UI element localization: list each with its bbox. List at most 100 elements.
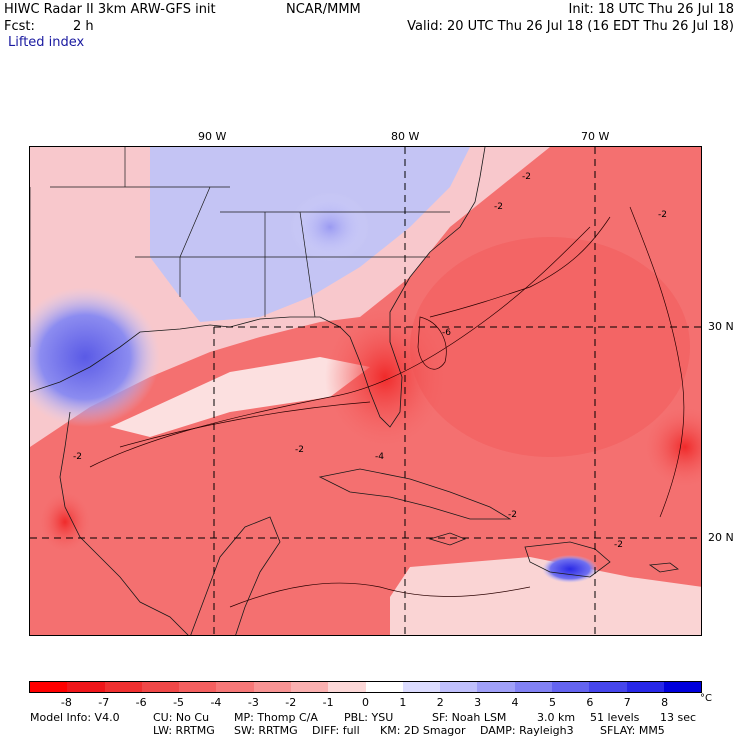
- footer-mp: MP: Thomp C/A: [234, 711, 318, 724]
- colorbar-label: 1: [399, 696, 407, 709]
- contour-label: -2: [295, 445, 304, 455]
- footer-cu: CU: No Cu: [153, 711, 210, 724]
- lat-lon-grid: [30, 147, 701, 635]
- footer-pbl: PBL: YSU: [344, 711, 394, 724]
- forecast-label: Fcst:: [4, 19, 35, 34]
- region-pale-gulf: [110, 357, 370, 437]
- footer-lw: LW: RRTMG: [153, 724, 215, 737]
- colorbar-cell: [514, 682, 552, 692]
- colorbar-label: -8: [60, 696, 72, 709]
- region-pale-caribbean: [390, 557, 701, 635]
- footer-damp: DAMP: Rayleigh3: [480, 724, 574, 737]
- colorbar-cell: [253, 682, 291, 692]
- contour-labels: -2 -2 -2 -2 -4 -6 -2 -2 -2: [73, 172, 667, 550]
- field-name: Lifted index: [8, 35, 85, 50]
- footer-resolution: 3.0 km: [537, 711, 576, 724]
- core-atlantic: [410, 237, 690, 457]
- lat-label-20n: 20 N: [708, 531, 734, 544]
- contour-label: -2: [658, 210, 667, 220]
- colorbar-label: 6: [586, 696, 594, 709]
- colorbar-cell: [402, 682, 441, 692]
- footer-sw: SW: RRTMG: [234, 724, 298, 737]
- cuba: [318, 468, 512, 520]
- footer-timestep: 13 sec: [660, 711, 697, 724]
- border-6: [299, 211, 316, 318]
- contour-label: -2: [522, 172, 531, 182]
- footer-diff: DIFF: full: [312, 724, 360, 737]
- colorbar-cell: [440, 682, 478, 692]
- colorbar-label: -5: [173, 696, 185, 709]
- region-stable-georgia: [290, 192, 370, 262]
- colorbar-label: 3: [474, 696, 482, 709]
- yucatan-coast: [190, 516, 281, 635]
- colorbar-cell: [141, 682, 180, 692]
- colorbar-cell: [290, 682, 329, 692]
- lon-label-80w: 80 W: [391, 130, 420, 143]
- footer-model-info: Model Info: V4.0: [30, 711, 120, 724]
- borders: [30, 147, 450, 347]
- border-4: [179, 186, 211, 297]
- us-gulf-atlantic-coast: [30, 147, 486, 428]
- region-stable-hispaniola: [542, 555, 598, 583]
- colorbar-label: -6: [135, 696, 147, 709]
- colorbar-cell: [30, 682, 68, 692]
- contour-label: -2: [73, 452, 82, 462]
- colorbar-cell: [365, 682, 403, 692]
- core-florida: [325, 307, 445, 447]
- colorbar-cell: [104, 682, 142, 692]
- colorbar-unit: °C: [700, 693, 712, 704]
- footer-levels: 51 levels: [590, 711, 640, 724]
- map-canvas: -2 -2 -2 -2 -4 -6 -2 -2 -2: [30, 147, 701, 635]
- colorbar-cell: [328, 682, 366, 692]
- colorbar-label: 5: [548, 696, 556, 709]
- puerto-rico: [648, 562, 679, 573]
- footer-sflay: SFLAY: MM5: [600, 724, 665, 737]
- hispaniola: [524, 541, 611, 578]
- jamaica: [428, 532, 467, 546]
- contour-label: -2: [494, 202, 503, 212]
- colorbar-label: 4: [511, 696, 519, 709]
- lat-label-30n: 30 N: [708, 320, 734, 333]
- colorbar-cell: [663, 682, 702, 692]
- contour-label: -4: [375, 452, 384, 462]
- colorbar-label: -4: [210, 696, 222, 709]
- valid-time: Valid: 20 UTC Thu 26 Jul 18 (16 EDT Thu …: [407, 19, 734, 34]
- lifted-index-map: -2 -2 -2 -2 -4 -6 -2 -2 -2: [29, 146, 702, 636]
- colorbar-cell: [216, 682, 254, 692]
- contour-2: [119, 401, 371, 448]
- init-time: Init: 18 UTC Thu 26 Jul 18: [568, 2, 734, 17]
- footer-sf: SF: Noah LSM: [432, 711, 507, 724]
- region-stable-texas: [30, 287, 160, 427]
- colorbar-cell: [67, 682, 105, 692]
- colorbar-cell: [179, 682, 217, 692]
- contour-5: [229, 582, 531, 608]
- contour-label: -2: [508, 510, 517, 520]
- contour-6: [417, 316, 447, 370]
- contours: [89, 206, 685, 608]
- colorbar-label: 7: [623, 696, 631, 709]
- colorbar-cell: [626, 682, 664, 692]
- core-yucatan-west: [40, 492, 90, 552]
- lon-label-70w: 70 W: [581, 130, 610, 143]
- mexico-coast: [59, 411, 189, 635]
- colorbar: [29, 681, 702, 693]
- contour-3: [429, 216, 611, 318]
- colorbar-label: -1: [322, 696, 334, 709]
- contour-1: [89, 226, 591, 468]
- product-title: HIWC Radar II 3km ARW-GFS init: [4, 2, 216, 17]
- contour-label: -2: [614, 540, 623, 550]
- coastlines: [30, 147, 679, 635]
- core-atlantic-east: [645, 407, 701, 487]
- colorbar-label: -3: [247, 696, 259, 709]
- colorbar-cell: [589, 682, 627, 692]
- colorbar-cell: [477, 682, 515, 692]
- forecast-hour: 2 h: [73, 19, 94, 34]
- colorbar-label: 2: [436, 696, 444, 709]
- colorbar-label: 0: [362, 696, 369, 709]
- contour-label: -6: [442, 328, 451, 338]
- organization: NCAR/MMM: [286, 2, 361, 17]
- colorbar-cell: [551, 682, 590, 692]
- colorbar-label: 8: [661, 696, 669, 709]
- lon-label-90w: 90 W: [198, 130, 227, 143]
- colorbar-label: -7: [98, 696, 110, 709]
